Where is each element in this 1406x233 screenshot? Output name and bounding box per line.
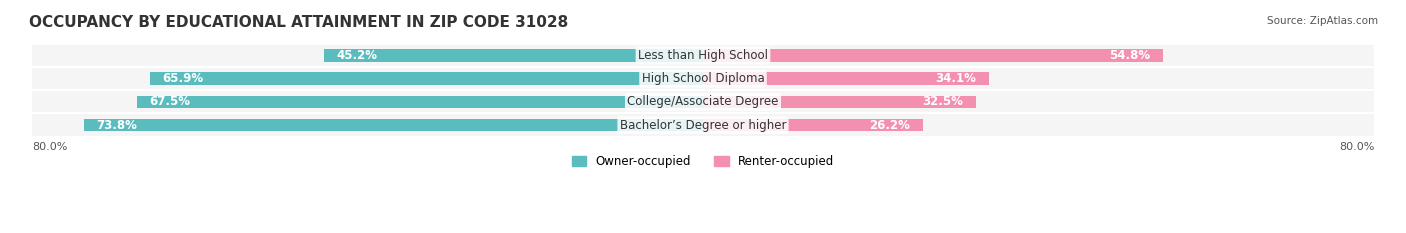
Text: 65.9%: 65.9% — [163, 72, 204, 85]
Legend: Owner-occupied, Renter-occupied: Owner-occupied, Renter-occupied — [567, 151, 839, 173]
Text: 32.5%: 32.5% — [922, 95, 963, 108]
Text: 34.1%: 34.1% — [935, 72, 977, 85]
Bar — [703, 119, 922, 131]
Bar — [703, 72, 988, 85]
Text: 80.0%: 80.0% — [32, 142, 67, 152]
Bar — [32, 44, 1374, 67]
Text: Bachelor’s Degree or higher: Bachelor’s Degree or higher — [620, 119, 786, 132]
Text: 45.2%: 45.2% — [336, 49, 377, 62]
Text: 80.0%: 80.0% — [1339, 142, 1374, 152]
Text: Less than High School: Less than High School — [638, 49, 768, 62]
Text: OCCUPANCY BY EDUCATIONAL ATTAINMENT IN ZIP CODE 31028: OCCUPANCY BY EDUCATIONAL ATTAINMENT IN Z… — [28, 15, 568, 30]
Bar — [150, 72, 703, 85]
Text: 54.8%: 54.8% — [1109, 49, 1150, 62]
Bar — [136, 96, 703, 108]
Bar — [323, 49, 703, 62]
Text: Source: ZipAtlas.com: Source: ZipAtlas.com — [1267, 16, 1378, 26]
Bar — [32, 90, 1374, 113]
Bar — [703, 49, 1163, 62]
Bar — [703, 96, 976, 108]
Text: 67.5%: 67.5% — [149, 95, 190, 108]
Text: College/Associate Degree: College/Associate Degree — [627, 95, 779, 108]
Bar — [32, 67, 1374, 90]
Text: 73.8%: 73.8% — [97, 119, 138, 132]
Bar — [32, 113, 1374, 137]
Bar — [84, 119, 703, 131]
Text: High School Diploma: High School Diploma — [641, 72, 765, 85]
Text: 26.2%: 26.2% — [869, 119, 910, 132]
